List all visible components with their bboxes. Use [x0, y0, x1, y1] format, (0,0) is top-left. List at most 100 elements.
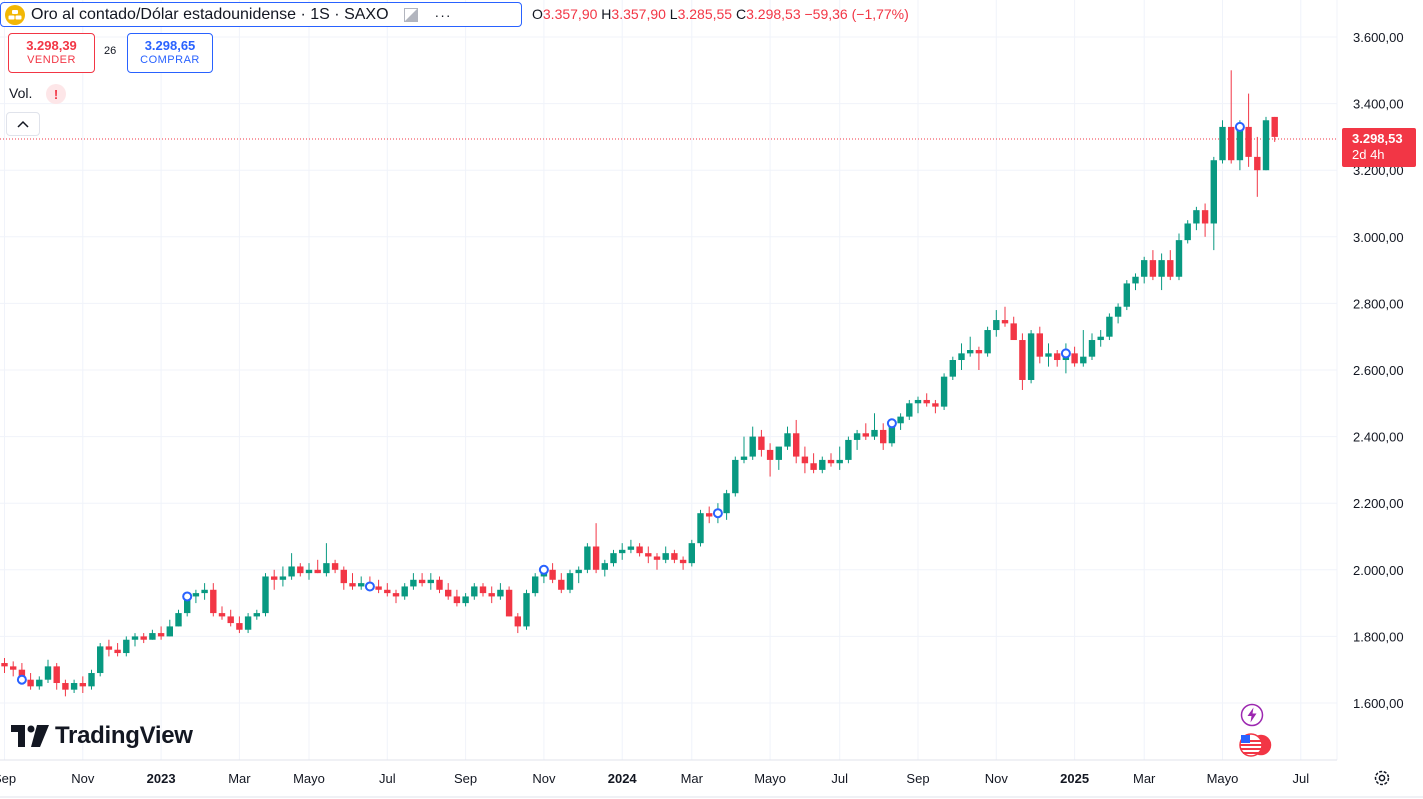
candle-body: [975, 350, 983, 354]
dividend-marker[interactable]: [538, 564, 549, 575]
buy-label: COMPRAR: [140, 54, 200, 66]
price-tick-label: 3.400,00: [1353, 97, 1404, 112]
candle-body: [862, 433, 869, 437]
candle: [1045, 343, 1052, 367]
buy-price: 3.298,65: [144, 38, 196, 53]
candle-body: [375, 586, 382, 590]
candle: [784, 426, 791, 450]
sell-price: 3.298,39: [26, 38, 77, 53]
candle-body: [314, 569, 321, 574]
candle-body: [210, 589, 217, 614]
candle: [993, 310, 1000, 337]
candle: [236, 616, 243, 634]
dividend-marker[interactable]: [182, 591, 193, 602]
candle-body: [1271, 116, 1278, 137]
candle: [1080, 330, 1087, 367]
sell-button[interactable]: 3.298,39 VENDER: [8, 33, 95, 73]
candle-body: [418, 579, 426, 584]
tv-logo-icon: [11, 725, 49, 747]
candle-body: [297, 566, 304, 574]
sell-label: VENDER: [27, 54, 76, 66]
tradingview-logo[interactable]: TradingView: [11, 722, 193, 750]
candle: [766, 443, 774, 477]
candle: [149, 629, 156, 640]
candle-body: [1132, 276, 1139, 284]
candle: [114, 643, 121, 657]
candle-body: [1219, 126, 1226, 161]
more-options-button[interactable]: ···: [434, 6, 452, 23]
candle: [349, 573, 356, 590]
symbol-info-pill[interactable]: Oro al contado/Dólar estadounidense · 1S…: [0, 2, 522, 27]
lightning-icon[interactable]: [1240, 703, 1264, 727]
candle: [175, 609, 182, 627]
dividend-marker[interactable]: [364, 581, 375, 592]
price-axis[interactable]: 1.600,00 1.800,00 2.000,00 2.200,00 2.400,00…: [1353, 30, 1404, 711]
candle: [732, 456, 739, 497]
candle: [592, 523, 600, 574]
time-tick-label: Nov: [532, 771, 556, 786]
dividend-marker[interactable]: [1060, 348, 1071, 359]
candle-body: [305, 569, 313, 574]
time-axis[interactable]: Sep Nov 2023 Mar Mayo Jul Sep Nov 2024 Mar Mayo Jul…: [0, 771, 1309, 786]
candle-body: [62, 683, 69, 690]
time-tick-label: Sep: [906, 771, 929, 786]
chart-grid: [0, 0, 1337, 760]
close-value: 3.298,53: [746, 6, 801, 22]
candle-body: [958, 353, 965, 361]
candle-body: [575, 569, 582, 574]
price-tick-label: 3.600,00: [1353, 30, 1404, 45]
candle: [619, 543, 626, 560]
candle-body: [453, 596, 461, 604]
symbol-title[interactable]: Oro al contado/Dólar estadounidense · 1S…: [31, 5, 389, 23]
candle-body: [79, 683, 86, 687]
candle: [358, 576, 365, 590]
candle-body: [967, 350, 974, 354]
volume-label[interactable]: Vol.: [9, 85, 33, 101]
hide-series-icon[interactable]: [403, 7, 419, 23]
candle-body: [1210, 160, 1217, 224]
candle: [949, 356, 956, 380]
candle-body: [1106, 316, 1113, 337]
candle-body: [105, 646, 113, 650]
candle: [418, 573, 426, 587]
candle-body: [914, 399, 922, 404]
candle-body: [880, 429, 887, 444]
dividend-marker[interactable]: [16, 674, 27, 685]
candle-body: [1019, 340, 1026, 380]
collapse-legend-button[interactable]: [6, 112, 40, 136]
candle-body: [706, 513, 713, 517]
candle-body: [114, 649, 121, 654]
candle-body: [218, 613, 226, 617]
settings-gear-icon[interactable]: [1372, 768, 1392, 788]
candle-body: [462, 596, 469, 604]
candle-body: [479, 586, 487, 594]
candle-body: [1228, 126, 1235, 161]
candle: [1158, 253, 1165, 291]
candle: [384, 583, 391, 597]
candle: [880, 423, 887, 450]
candle: [1, 658, 8, 674]
candle: [201, 583, 208, 600]
dividend-marker[interactable]: [1234, 121, 1245, 132]
candle-body: [749, 436, 756, 457]
buy-button[interactable]: 3.298,65 COMPRAR: [127, 33, 213, 73]
dividend-marker[interactable]: [712, 508, 723, 519]
price-tick-label: 1.800,00: [1353, 629, 1404, 644]
candle-body: [949, 360, 956, 377]
candle: [958, 343, 965, 370]
candle: [497, 583, 504, 600]
candle: [297, 563, 304, 577]
candle: [1184, 220, 1191, 244]
candle: [1228, 70, 1235, 164]
candle: [827, 453, 835, 467]
candle: [723, 489, 730, 520]
candle: [523, 589, 530, 630]
candle-body: [253, 613, 260, 617]
change-value: −59,36 (−1,77%): [804, 6, 909, 22]
us-flag-events-icon[interactable]: [1237, 732, 1275, 758]
dividend-marker[interactable]: [886, 418, 897, 429]
candle-body: [427, 579, 434, 584]
volume-warning-icon[interactable]: !: [46, 84, 66, 104]
time-tick-label: Jul: [379, 771, 396, 786]
